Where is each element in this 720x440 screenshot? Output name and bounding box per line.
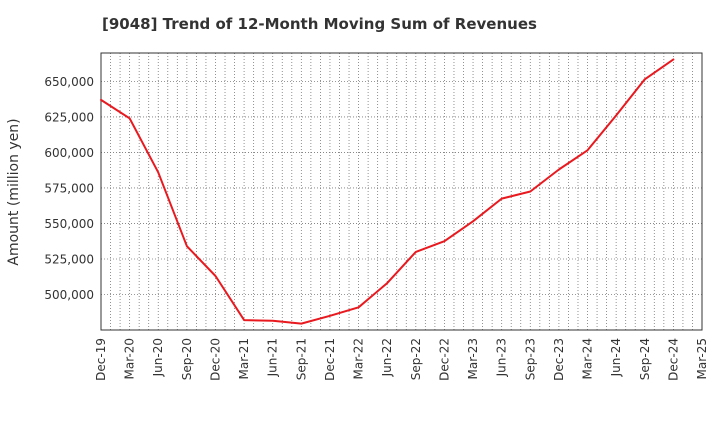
y-tick-label: 625,000	[44, 110, 94, 124]
series-layer	[100, 58, 675, 325]
x-tick-label: Dec-24	[666, 338, 680, 381]
x-tick-label: Mar-24	[581, 338, 595, 379]
y-tick-label: 525,000	[44, 252, 94, 266]
x-tick-label: Dec-19	[94, 338, 108, 381]
x-tick-label: Sep-24	[638, 338, 652, 380]
x-tick-label: Sep-21	[294, 338, 308, 380]
x-tick-label: Jun-21	[266, 338, 280, 377]
y-tick-label: 550,000	[44, 217, 94, 231]
x-tick-label: Jun-20	[151, 338, 165, 377]
x-tick-label: Jun-23	[495, 338, 509, 377]
series-line	[100, 58, 675, 325]
y-axis-ticks: 500,000 525,000 550,000 575,000 600,000 625,0…	[44, 75, 94, 302]
x-tick-label: Jun-24	[609, 338, 623, 377]
y-tick-label: 575,000	[44, 181, 94, 195]
x-tick-label: Mar-21	[237, 338, 251, 379]
horizontal-gridlines	[101, 81, 702, 295]
plot-frame	[100, 52, 703, 331]
chart-title: [9048] Trend of 12-Month Moving Sum of R…	[102, 15, 537, 33]
x-tick-label: Sep-22	[409, 338, 423, 380]
x-tick-label: Dec-23	[552, 338, 566, 381]
x-tick-label: Mar-20	[123, 338, 137, 379]
x-axis-ticks: Dec-19 Mar-20 Jun-20 Sep-20 Dec-20 Mar-21 Jun-…	[94, 338, 709, 381]
x-tick-label: Jun-22	[380, 338, 394, 377]
x-tick-label: Dec-21	[323, 338, 337, 381]
y-tick-label: 650,000	[44, 75, 94, 89]
x-tick-label: Dec-20	[208, 338, 222, 381]
x-tick-label: Mar-25	[695, 338, 709, 379]
x-tick-label: Sep-20	[180, 338, 194, 380]
x-tick-label: Mar-22	[352, 338, 366, 379]
x-tick-label: Dec-22	[437, 338, 451, 381]
y-tick-label: 600,000	[44, 146, 94, 160]
x-tick-label: Sep-23	[523, 338, 537, 380]
x-tick-label: Mar-23	[466, 338, 480, 379]
y-tick-label: 500,000	[44, 288, 94, 302]
vertical-gridlines	[110, 53, 693, 330]
